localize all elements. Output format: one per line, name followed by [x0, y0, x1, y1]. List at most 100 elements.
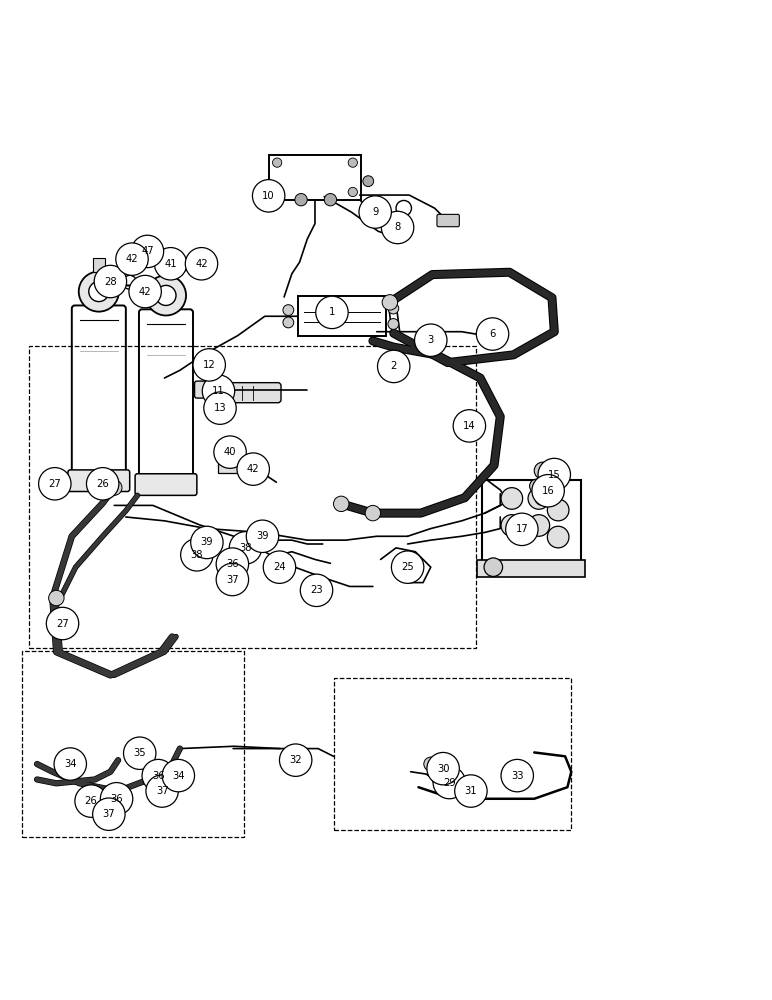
Circle shape: [532, 475, 564, 507]
Bar: [477, 560, 585, 577]
Text: 35: 35: [134, 748, 146, 758]
Text: 23: 23: [310, 585, 323, 595]
Text: 26: 26: [85, 796, 97, 806]
Circle shape: [142, 759, 174, 792]
FancyBboxPatch shape: [139, 309, 193, 485]
Circle shape: [79, 271, 119, 312]
Circle shape: [534, 462, 551, 479]
Text: 15: 15: [548, 470, 560, 480]
Text: 26: 26: [96, 479, 109, 489]
Circle shape: [252, 180, 285, 212]
Circle shape: [300, 574, 333, 607]
Text: 27: 27: [49, 479, 61, 489]
Bar: [22, 651, 244, 837]
Text: 3: 3: [428, 335, 434, 345]
Circle shape: [273, 559, 288, 575]
Circle shape: [193, 349, 225, 381]
FancyBboxPatch shape: [195, 381, 230, 398]
Circle shape: [432, 771, 445, 785]
Circle shape: [146, 775, 178, 807]
Bar: [269, 155, 361, 200]
Text: 36: 36: [152, 771, 164, 781]
Circle shape: [246, 520, 279, 552]
Text: 6: 6: [489, 329, 496, 339]
Circle shape: [501, 515, 523, 536]
Circle shape: [348, 158, 357, 167]
Circle shape: [391, 551, 424, 583]
Text: 39: 39: [256, 531, 269, 541]
Text: 9: 9: [372, 207, 378, 217]
Circle shape: [547, 526, 569, 548]
FancyBboxPatch shape: [72, 305, 126, 481]
Circle shape: [455, 775, 487, 807]
Circle shape: [185, 248, 218, 280]
Circle shape: [54, 748, 86, 780]
Text: 34: 34: [64, 759, 76, 769]
Text: 29: 29: [443, 778, 455, 788]
Bar: [297, 296, 386, 336]
Circle shape: [388, 303, 399, 314]
Text: 40: 40: [224, 447, 236, 457]
Circle shape: [506, 513, 538, 546]
Circle shape: [415, 324, 447, 356]
Text: 47: 47: [141, 246, 154, 256]
Circle shape: [363, 176, 374, 187]
Circle shape: [89, 282, 109, 302]
FancyBboxPatch shape: [135, 474, 197, 495]
Bar: [334, 678, 571, 830]
Text: 36: 36: [226, 559, 239, 569]
Circle shape: [154, 248, 187, 280]
Text: 1: 1: [329, 307, 335, 317]
Circle shape: [324, 194, 337, 206]
Text: 38: 38: [239, 543, 252, 553]
Circle shape: [365, 505, 381, 521]
Circle shape: [94, 265, 127, 298]
Text: 37: 37: [103, 809, 115, 819]
Text: 11: 11: [212, 386, 225, 396]
Circle shape: [283, 317, 293, 328]
Circle shape: [388, 319, 399, 329]
Circle shape: [39, 468, 71, 500]
Circle shape: [316, 296, 348, 329]
Text: 12: 12: [203, 360, 215, 370]
Circle shape: [237, 453, 269, 485]
Circle shape: [49, 590, 64, 606]
Text: 2: 2: [391, 361, 397, 371]
Text: 42: 42: [126, 254, 138, 264]
Text: 24: 24: [273, 562, 286, 572]
Circle shape: [424, 757, 438, 771]
Bar: [93, 258, 105, 272]
Circle shape: [116, 243, 148, 275]
Circle shape: [427, 752, 459, 785]
Text: 8: 8: [394, 222, 401, 232]
Text: 25: 25: [401, 562, 414, 572]
Text: 34: 34: [172, 771, 185, 781]
Circle shape: [146, 275, 186, 315]
Circle shape: [93, 798, 125, 830]
Circle shape: [484, 558, 503, 576]
Circle shape: [129, 275, 161, 308]
Text: 37: 37: [156, 786, 168, 796]
Circle shape: [204, 392, 236, 424]
Circle shape: [295, 194, 307, 206]
Text: 41: 41: [164, 259, 177, 269]
Text: 28: 28: [104, 277, 117, 287]
Circle shape: [279, 744, 312, 776]
Circle shape: [181, 539, 213, 571]
Circle shape: [547, 499, 569, 521]
Text: 37: 37: [226, 575, 239, 585]
Bar: [29, 346, 476, 648]
Circle shape: [283, 305, 293, 315]
Circle shape: [528, 515, 550, 536]
Text: 38: 38: [191, 550, 203, 560]
Text: 42: 42: [195, 259, 208, 269]
Circle shape: [216, 563, 249, 596]
Text: 39: 39: [201, 537, 213, 547]
FancyBboxPatch shape: [68, 470, 130, 492]
Bar: [218, 461, 258, 473]
Circle shape: [100, 783, 133, 815]
Text: 10: 10: [262, 191, 275, 201]
Circle shape: [107, 480, 122, 495]
Bar: [482, 480, 581, 563]
Text: 32: 32: [290, 755, 302, 765]
